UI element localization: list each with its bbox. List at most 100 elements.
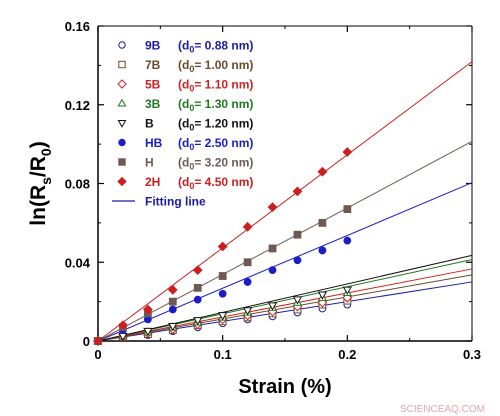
fit-line-hb [97, 182, 473, 342]
point-hb [193, 295, 202, 304]
x-axis-title: Strain (%) [238, 376, 331, 398]
legend-d0-prefix: (d [178, 39, 189, 53]
point-hb [293, 256, 302, 265]
point-hb [243, 278, 252, 286]
legend-d0-subscript: 0 [189, 162, 194, 172]
y-tick-label: 0.12 [65, 98, 90, 113]
point-hb [168, 305, 177, 314]
watermark: SCIENCEAQ.COM [400, 404, 485, 415]
legend-d0-subscript: 0 [189, 181, 194, 191]
point-hb [343, 236, 352, 245]
legend-d0-value: = 1.10 nm) [194, 78, 253, 92]
legend-label-7b: 7B [145, 58, 161, 72]
legend-d0-subscript: 0 [189, 45, 194, 55]
legend-label-3b: 3B [145, 97, 161, 111]
point-h [168, 297, 177, 306]
legend-label-9b: 9B [145, 39, 161, 53]
point-2h [142, 304, 153, 315]
legend-marker-9b [118, 41, 126, 49]
point-b [342, 286, 352, 295]
legend-d0-value: = 1.00 nm) [194, 58, 253, 72]
legend-d0-prefix: (d [178, 117, 189, 131]
fit-line-9b [97, 281, 473, 342]
legend-d0-b: (d0= 1.20 nm) [178, 117, 253, 133]
point-h [318, 218, 327, 227]
legend-d0-subscript: 0 [189, 64, 194, 74]
y-tick-label: 0.04 [65, 255, 91, 270]
fit-line-7b [97, 274, 473, 342]
legend-d0-prefix: (d [178, 58, 189, 72]
point-b [193, 317, 203, 326]
legend-d0-prefix: (d [178, 97, 189, 111]
point-h [268, 244, 277, 253]
point-2h [217, 241, 228, 252]
legend-d0-subscript: 0 [189, 123, 194, 133]
point-b [218, 312, 228, 321]
point-2h [192, 265, 203, 276]
legend-marker-hb [118, 138, 126, 147]
legend-d0-7b: (d0= 1.00 nm) [178, 58, 253, 74]
legend-d0-value: = 3.20 nm) [194, 156, 253, 170]
legend-d0-3b: (d0= 1.30 nm) [178, 97, 253, 113]
point-h [293, 230, 302, 239]
legend-d0-value: = 0.88 nm) [194, 39, 253, 53]
point-hb [268, 266, 277, 275]
y-tick-label: 0.16 [65, 19, 90, 34]
point-b [168, 323, 178, 332]
legend-label-b: B [145, 117, 154, 131]
point-b [143, 327, 153, 337]
legend: 9B (d0= 0.88 nm)7B (d0= 1.00 nm)5B (d0= 1.1… [112, 39, 253, 209]
fitting-lines [97, 61, 473, 342]
legend-d0-hb: (d0= 2.50 nm) [178, 136, 253, 152]
x-tick-label: 0 [94, 347, 101, 362]
legend-d0-subscript: 0 [189, 103, 194, 113]
fit-line-5b [97, 268, 473, 342]
axis-labels: Strain (%) ln(Rs/R0) [27, 141, 332, 398]
legend-label-2h: 2H [145, 175, 160, 189]
axes: 0 0.04 0.08 0.12 0.16 0 0.1 0.2 0.3 [65, 19, 481, 362]
y-axis-title-part: ln(R [27, 185, 50, 226]
fit-line-3b [97, 259, 473, 342]
legend-d0-prefix: (d [178, 78, 189, 92]
y-axis-title-part: s [38, 177, 54, 185]
y-tick-label: 0.08 [65, 177, 90, 192]
legend-d0-prefix: (d [178, 136, 189, 150]
legend-d0-value: = 4.50 nm) [194, 175, 253, 189]
legend-marker-3b [117, 98, 127, 107]
legend-d0-2h: (d0= 4.50 nm) [178, 175, 253, 191]
data-points [93, 147, 353, 347]
point-b [242, 307, 253, 316]
point-2h [118, 320, 128, 331]
legend-d0-value: = 1.20 nm) [194, 117, 253, 131]
point-b [292, 296, 303, 305]
legend-d0-subscript: 0 [189, 142, 194, 152]
y-tick-label: 0 [83, 334, 90, 349]
point-2h [292, 186, 303, 197]
point-b [317, 291, 328, 300]
point-h [193, 283, 202, 292]
legend-marker-b [117, 119, 127, 128]
legend-marker-h [118, 158, 126, 166]
point-h [243, 258, 252, 267]
fit-line-h [97, 140, 473, 342]
x-tick-label: 0.1 [214, 347, 232, 362]
y-axis-title: ln(Rs/R0) [27, 141, 54, 225]
point-2h [93, 336, 103, 346]
point-b [267, 302, 278, 311]
point-h [343, 205, 352, 213]
legend-d0-5b: (d0= 1.10 nm) [178, 78, 253, 94]
legend-d0-value: = 2.50 nm) [194, 136, 253, 150]
y-axis-title-part: /R [27, 156, 50, 177]
legend-d0-prefix: (d [178, 156, 189, 170]
legend-marker-7b [118, 60, 126, 69]
point-2h [167, 284, 178, 295]
fit-line-2h [97, 61, 473, 342]
legend-d0-h: (d0= 3.20 nm) [178, 156, 253, 172]
legend-marker-5b [117, 79, 127, 89]
point-h [218, 272, 227, 280]
legend-label-5b: 5B [145, 78, 161, 92]
point-hb [318, 246, 327, 255]
point-hb [218, 289, 227, 298]
point-2h [342, 147, 353, 157]
point-2h [267, 202, 278, 213]
